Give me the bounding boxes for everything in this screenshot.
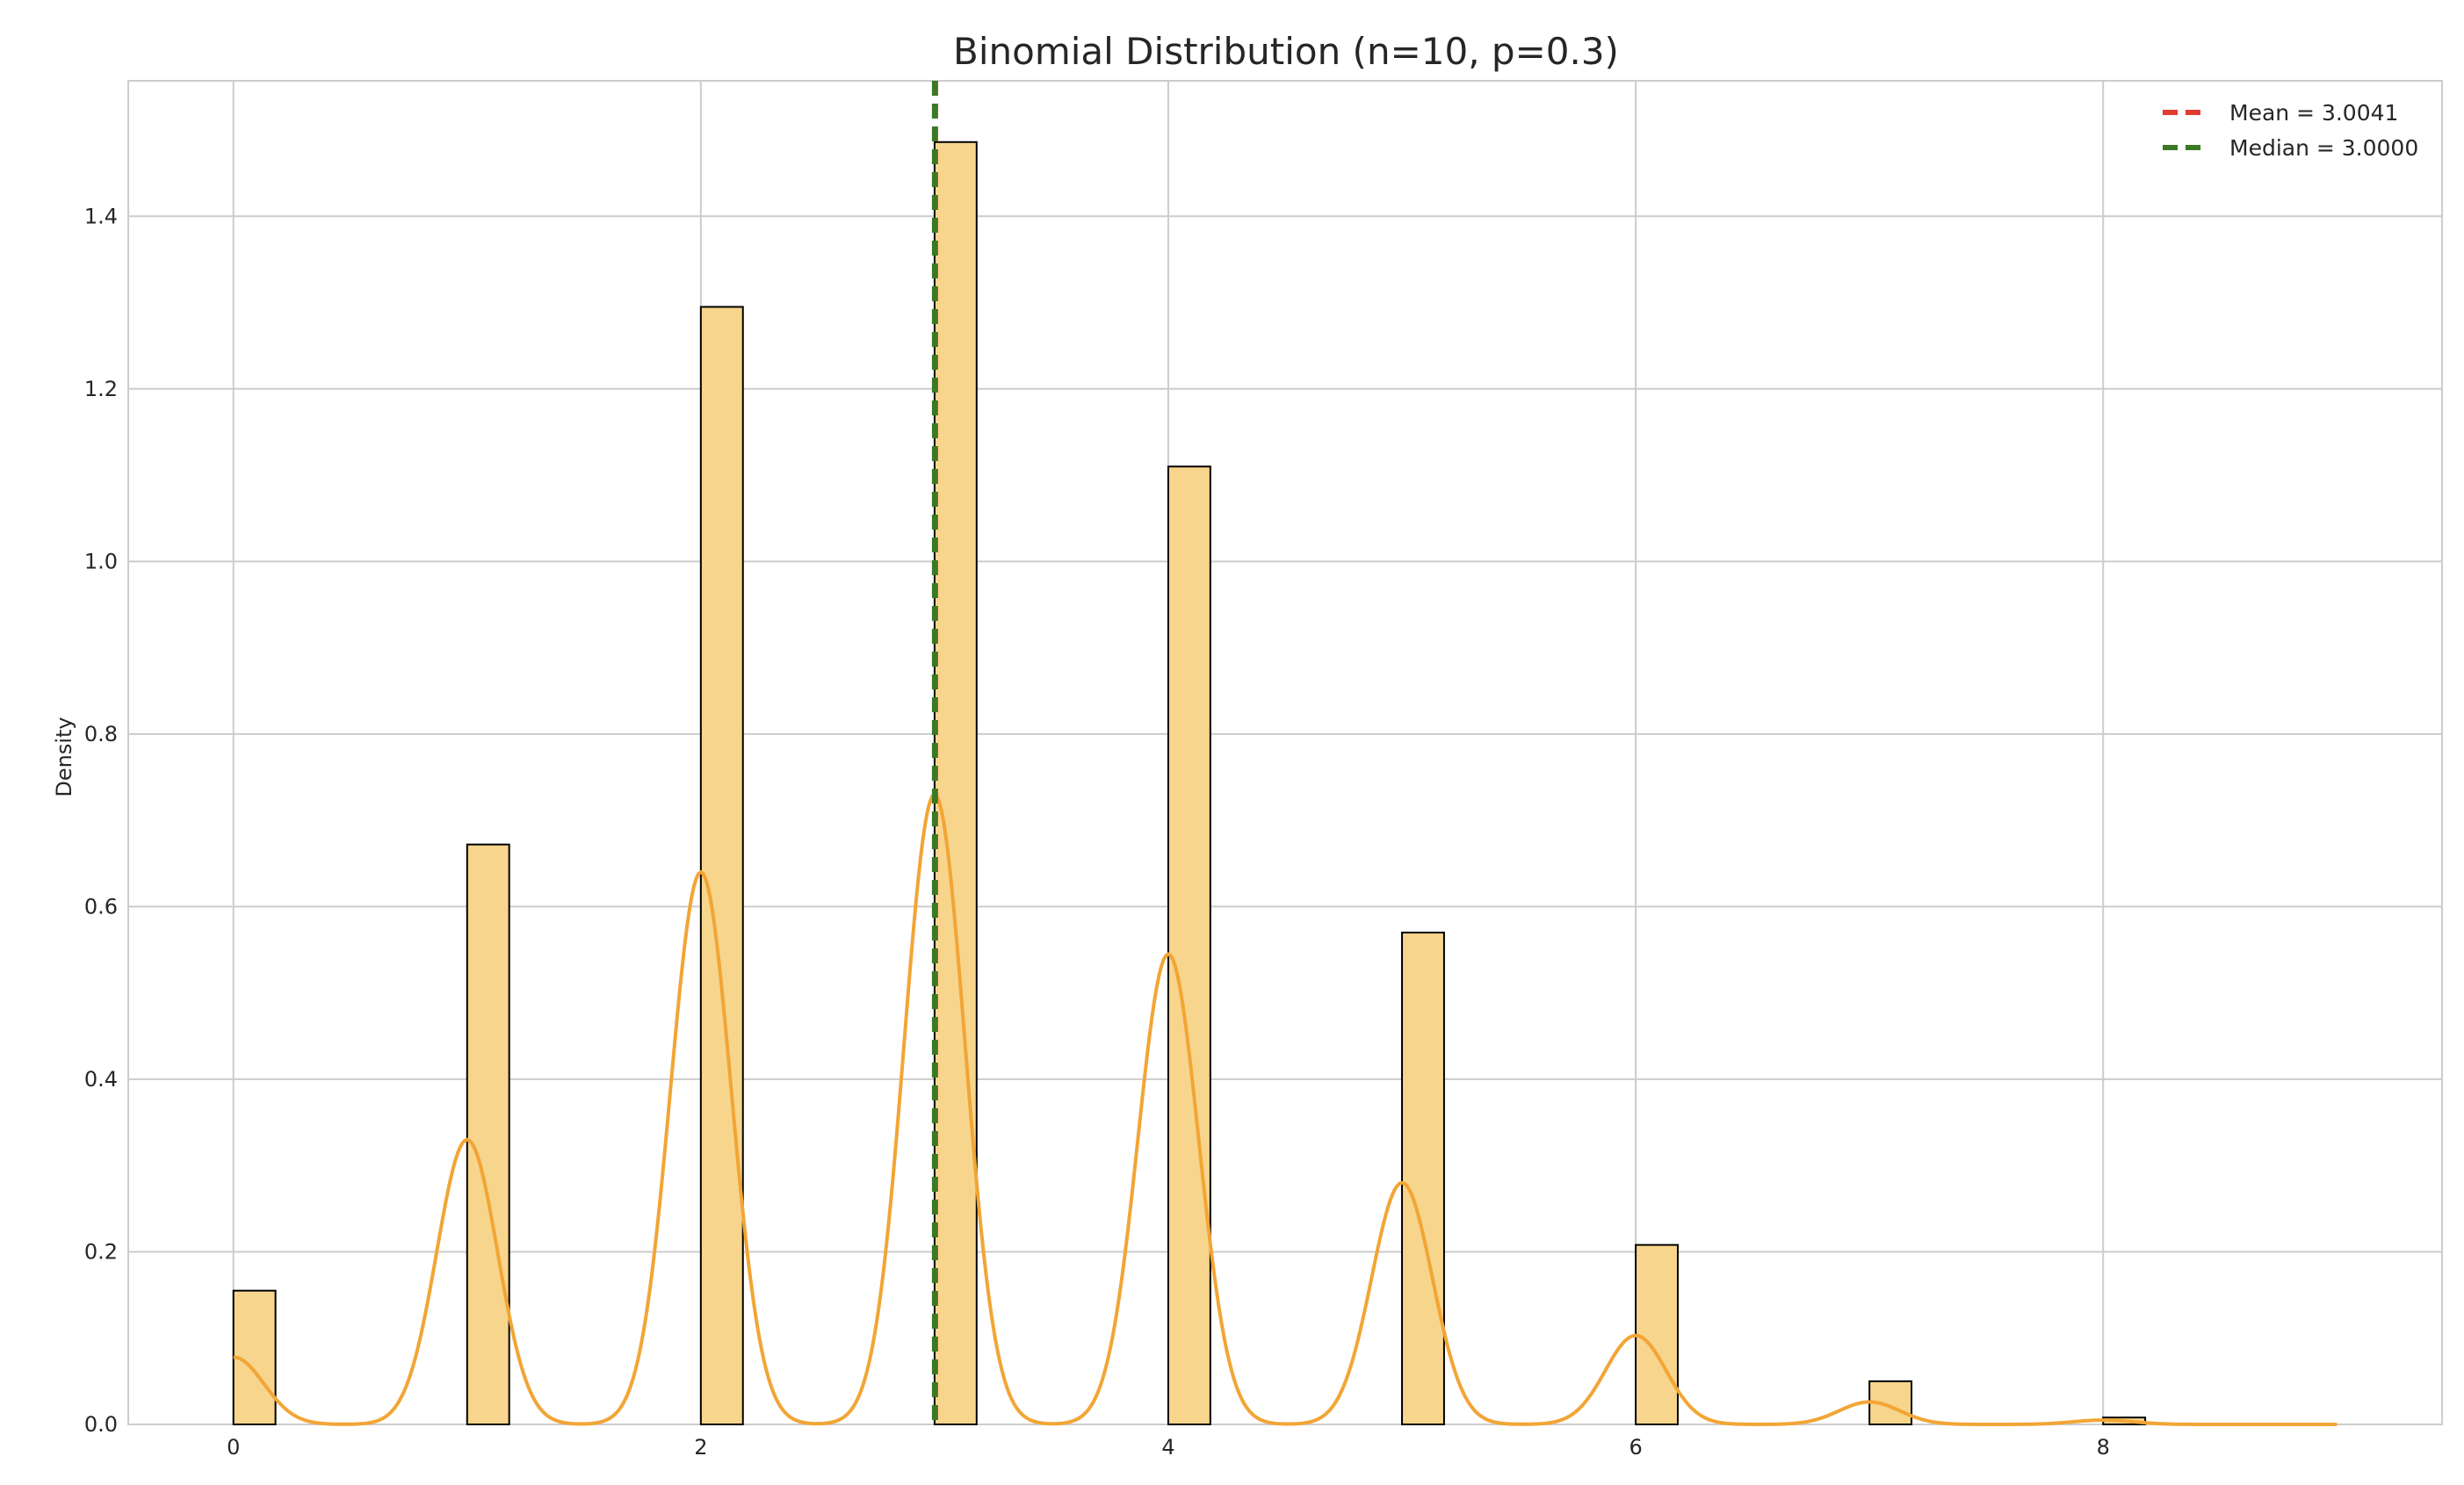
- y-tick-label: 0.0: [84, 1412, 118, 1437]
- histogram-bar: [699, 306, 744, 1425]
- y-tick-label: 0.8: [84, 722, 118, 746]
- histogram-bars: [232, 141, 2147, 1426]
- legend-label: Median = 3.0000: [2229, 135, 2418, 161]
- reference-lines: [931, 81, 938, 1424]
- y-axis-label: Density: [52, 717, 76, 797]
- grid-lines: [127, 80, 2443, 1425]
- x-tick-label: 2: [694, 1435, 707, 1460]
- y-tick-label: 0.4: [84, 1067, 118, 1092]
- x-tick-label: 6: [1629, 1435, 1642, 1460]
- histogram-bar: [1401, 931, 1445, 1425]
- histogram-bar: [1167, 465, 1211, 1425]
- legend: Mean = 3.0041 Median = 3.0000: [2163, 100, 2418, 161]
- histogram-bar: [933, 141, 978, 1425]
- y-tick-label: 1.4: [84, 204, 118, 228]
- y-tick-label: 1.0: [84, 549, 118, 573]
- legend-label: Mean = 3.0041: [2229, 100, 2398, 126]
- kde-curve-group: [233, 792, 2338, 1426]
- chart-title: Binomial Distribution (n=10, p=0.3): [953, 30, 1619, 73]
- kde-curve: [233, 792, 2338, 1426]
- y-tick-label: 0.6: [84, 894, 118, 919]
- x-tick-label: 4: [1161, 1435, 1174, 1460]
- tick-labels: 0 2 4 6 8 0.0 0.2 0.4 0.6 0.8 1.0 1.2 1.4: [84, 204, 2110, 1460]
- y-tick-label: 0.2: [84, 1239, 118, 1264]
- x-tick-label: 8: [2097, 1435, 2110, 1460]
- histogram-bar: [1635, 1244, 1679, 1425]
- histogram-bar: [466, 843, 510, 1425]
- y-tick-label: 1.2: [84, 377, 118, 401]
- x-tick-label: 0: [227, 1435, 240, 1460]
